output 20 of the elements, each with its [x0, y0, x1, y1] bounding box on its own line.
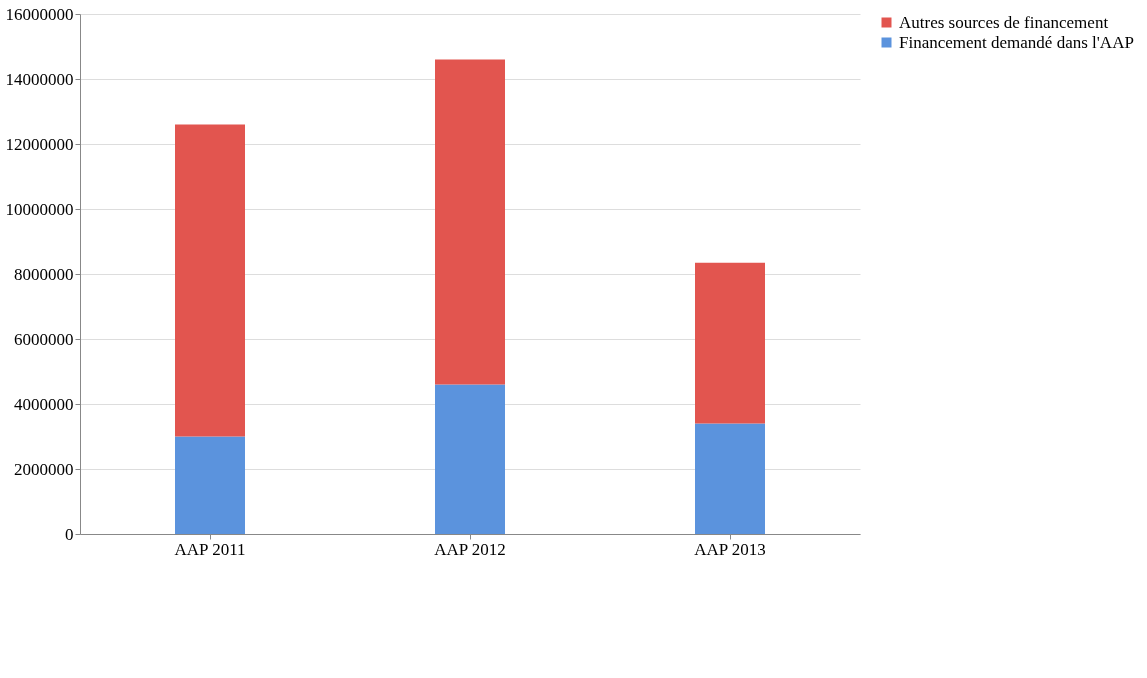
x-tick-label: AAP 2012: [434, 539, 506, 559]
legend-label: Financement demandé dans l'AAP: [899, 32, 1134, 52]
bar: [695, 262, 765, 424]
y-tick-label: 14000000: [5, 69, 74, 89]
y-tick-label: 12000000: [5, 134, 74, 154]
y-tick-label: 4000000: [14, 394, 74, 414]
bar: [435, 384, 505, 534]
bar: [175, 436, 245, 534]
y-tick-label: 6000000: [14, 329, 74, 349]
x-tick-label: AAP 2013: [694, 539, 766, 559]
y-tick-label: 2000000: [14, 459, 74, 479]
y-tick-label: 10000000: [5, 199, 74, 219]
y-tick-label: 16000000: [5, 4, 74, 24]
bar: [435, 59, 505, 385]
bar: [695, 423, 765, 534]
y-tick-label: 0: [65, 524, 74, 544]
x-tick-label: AAP 2011: [174, 539, 246, 559]
y-tick-label: 8000000: [14, 264, 74, 284]
bar: [175, 124, 245, 437]
legend-label: Autres sources de financement: [899, 12, 1109, 32]
